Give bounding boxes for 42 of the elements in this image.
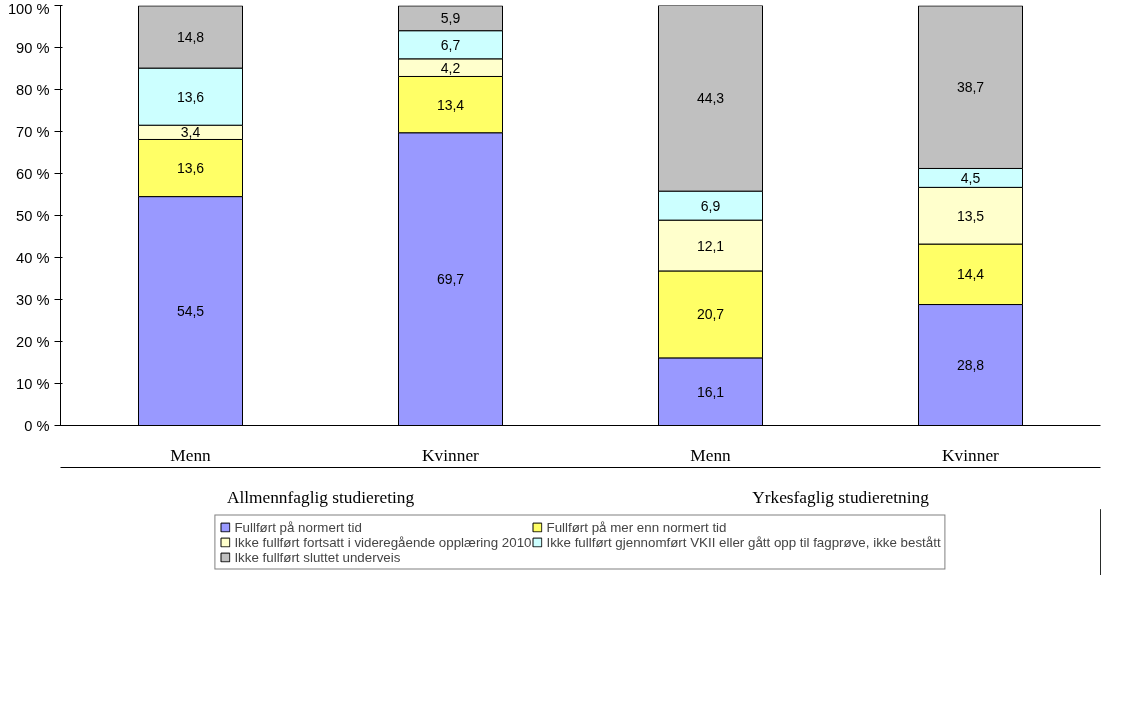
legend-label: Ikke fullført fortsatt i videregående opplæring 2010 — [234, 534, 532, 550]
y-tick-label: 40 % — [16, 249, 50, 266]
data-label: 54,5 — [176, 303, 205, 320]
data-label: 13,5 — [956, 207, 985, 224]
text: Yrkesfaglig studieretning — [752, 487, 930, 507]
x-tick-label: Kvinner — [422, 445, 480, 465]
data-label: 14,4 — [956, 266, 985, 283]
y-tick-label: 70 % — [16, 123, 50, 140]
data-label: 3,4 — [180, 124, 201, 141]
y-tick-label: 10 % — [16, 375, 50, 392]
data-label: 6,7 — [440, 36, 461, 53]
data-label: 13,6 — [176, 88, 205, 105]
data-label: 5,9 — [440, 10, 461, 27]
legend-label: Ikke fullført gjennomført VKII eller gått opp til fagprøve, ikke bestått — [546, 534, 941, 550]
y-tick-label: 20 % — [16, 333, 50, 350]
data-label: 4,5 — [960, 169, 981, 186]
legend-label: Ikke fullført sluttet underveis — [234, 549, 401, 565]
data-label: 69,7 — [436, 271, 465, 288]
y-tick-label: 100 % — [7, 0, 50, 17]
data-label: 38,7 — [956, 79, 985, 96]
data-label: 44,3 — [696, 90, 725, 107]
data-label: 20,7 — [696, 306, 725, 323]
text: Allmennfaglig studiereting — [226, 487, 415, 507]
data-label: 4,2 — [440, 59, 461, 76]
y-tick-label: 60 % — [16, 165, 50, 182]
legend-label: Fullført på normert tid — [234, 519, 362, 535]
x-tick-label: Menn — [690, 445, 732, 465]
y-tick-label: 80 % — [16, 81, 50, 98]
y-tick-label: 30 % — [16, 291, 50, 308]
x-tick-label: Menn — [170, 445, 212, 465]
y-tick-label: 90 % — [16, 39, 50, 56]
y-tick-label: 50 % — [16, 207, 50, 224]
data-label: 12,1 — [696, 237, 725, 254]
data-label: 16,1 — [696, 383, 725, 400]
data-label: 14,8 — [176, 29, 205, 45]
data-label: 28,8 — [956, 357, 985, 374]
data-label: 13,6 — [176, 160, 205, 177]
data-label: 6,9 — [700, 197, 721, 214]
y-tick-label: 0 % — [24, 417, 50, 434]
x-tick-label: Kvinner — [942, 445, 1000, 465]
data-label: 13,4 — [436, 96, 465, 113]
legend-label: Fullført på mer enn normert tid — [546, 519, 727, 535]
